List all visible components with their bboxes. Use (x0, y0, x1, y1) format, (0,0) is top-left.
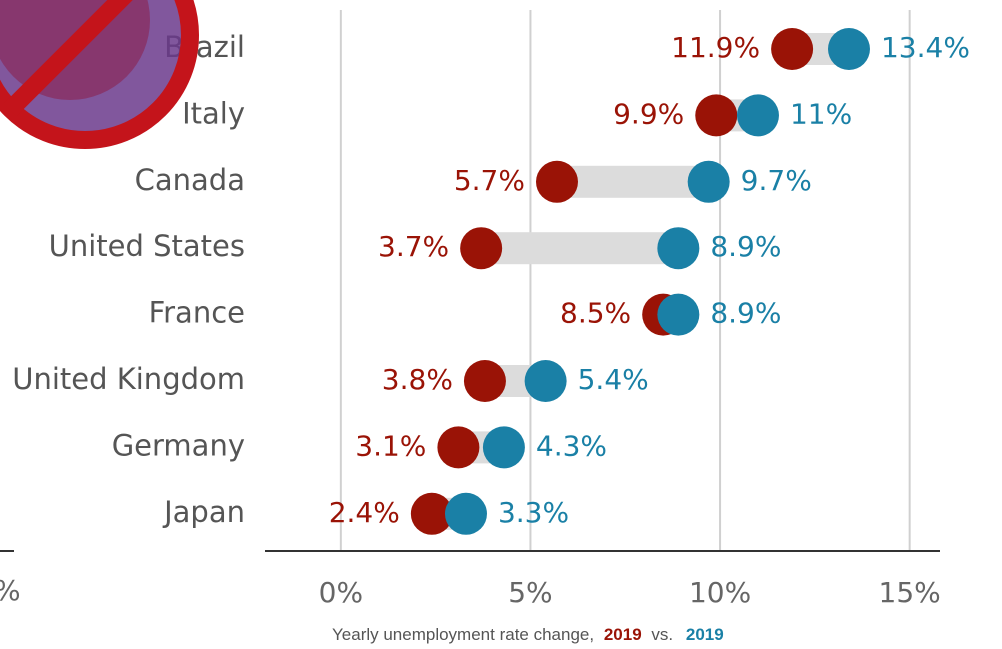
dot (695, 94, 738, 137)
dot (736, 94, 779, 137)
value-label: 8.9% (710, 297, 781, 330)
category-label: Canada (135, 163, 245, 197)
dot (437, 426, 480, 469)
dot (771, 28, 814, 70)
category-label: France (149, 296, 245, 330)
caption-joiner: vs. (651, 625, 673, 644)
value-label: 3.7% (378, 230, 449, 263)
x-axis-label: Yearly unemployment rate change, 2019 vs… (332, 625, 724, 644)
legend-entry: 2019 (604, 625, 642, 644)
side-fragment: % (0, 574, 21, 607)
category-label: United States (49, 229, 245, 263)
connector (556, 165, 709, 198)
value-label: 13.4% (881, 31, 970, 64)
dot (482, 426, 525, 469)
value-label: 8.5% (560, 297, 631, 330)
x-tick-label: 10% (689, 576, 751, 609)
value-label: 11% (790, 97, 852, 130)
value-label: 4.3% (536, 429, 607, 462)
value-label: 9.9% (613, 97, 684, 130)
connector (481, 232, 679, 265)
category-label: Italy (182, 96, 245, 130)
category-label: Germany (112, 428, 245, 462)
value-label: 5.4% (578, 363, 649, 396)
value-label: 3.3% (498, 496, 569, 529)
legend-entry: 2019 (686, 625, 724, 644)
category-label: United Kingdom (12, 362, 245, 396)
caption-text: Yearly unemployment rate change, (332, 625, 594, 644)
dot (827, 28, 870, 70)
dot (444, 492, 487, 535)
dot (463, 360, 506, 402)
dot (524, 360, 567, 402)
dot (657, 293, 700, 336)
x-tick-label: 0% (319, 576, 363, 609)
value-label: 5.7% (454, 164, 525, 197)
value-label: 11.9% (671, 31, 760, 64)
dot (657, 227, 700, 270)
dot (410, 492, 453, 535)
dot (460, 227, 503, 270)
category-label: Japan (162, 495, 245, 529)
value-label: 9.7% (741, 164, 812, 197)
dot (535, 160, 578, 203)
dot (687, 160, 730, 203)
virus-icon (0, 0, 199, 149)
value-label: 8.9% (710, 230, 781, 263)
plot-area: 0% 5% 10% 15%Brazil 11.9% 13.4%Italy 9.9% 11%Ca… (12, 10, 970, 609)
value-label: 3.8% (382, 363, 453, 396)
value-label: 3.1% (355, 429, 426, 462)
x-tick-label: 15% (879, 576, 941, 609)
x-tick-label: 5% (508, 576, 552, 609)
value-label: 2.4% (329, 496, 400, 529)
